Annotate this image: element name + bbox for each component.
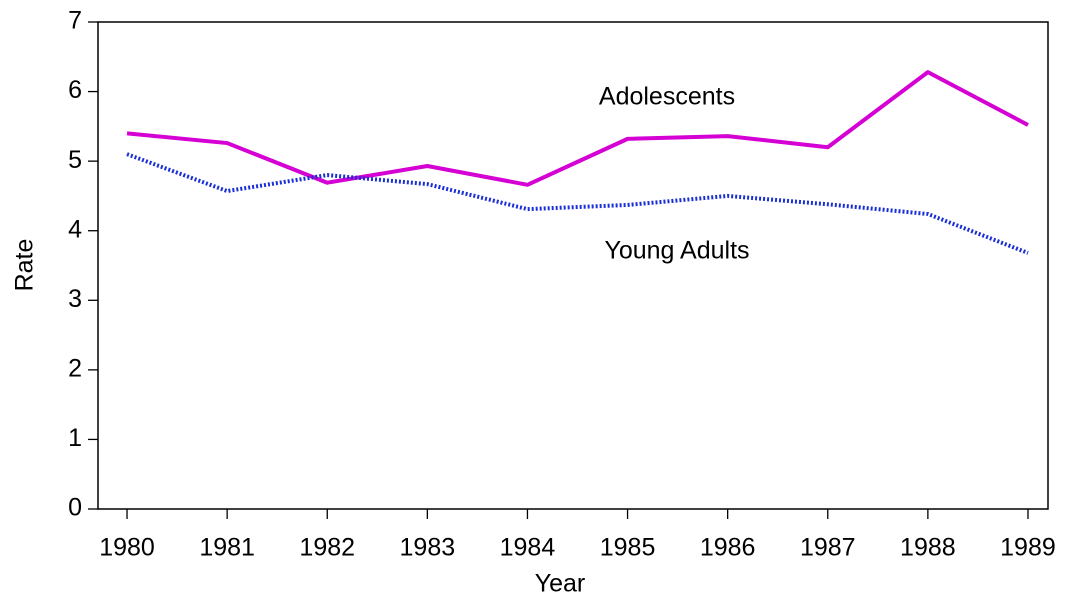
x-tick-label: 1984 [500,534,556,562]
y-tick-label: 0 [68,494,82,522]
plot-frame [97,21,1049,510]
x-tick-label: 1986 [700,534,756,562]
series-line [126,70,1029,187]
y-tick-label: 4 [68,215,82,243]
y-tick-label: 7 [68,7,82,35]
x-tick-label: 1989 [1000,534,1056,562]
x-axis-title: Year [535,570,586,598]
y-tick-label: 6 [68,76,82,104]
x-tick-label: 1988 [900,534,956,562]
y-axis-title: Rate [11,239,39,292]
x-tick-label: 1987 [800,534,856,562]
x-tick-label: 1982 [299,534,355,562]
x-tick-label: 1985 [600,534,656,562]
series-label: Young Adults [604,237,749,265]
x-tick-label: 1983 [400,534,456,562]
x-tick-label: 1980 [99,534,155,562]
y-tick-label: 1 [68,424,82,452]
series-label: Adolescents [599,83,735,111]
y-tick-label: 2 [68,354,82,382]
y-tick-label: 5 [68,146,82,174]
y-tick-label: 3 [68,285,82,313]
series-line [126,152,1029,255]
x-tick-label: 1981 [199,534,255,562]
